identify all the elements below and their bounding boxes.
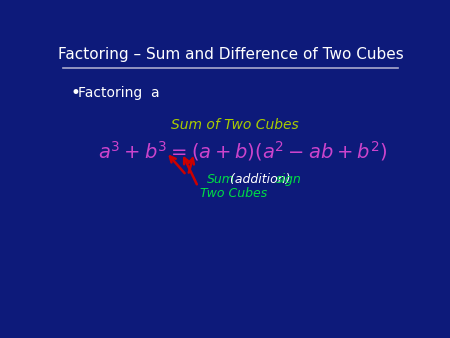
Text: Sum: Sum	[207, 173, 235, 186]
Text: Factoring – Sum and Difference of Two Cubes: Factoring – Sum and Difference of Two Cu…	[58, 47, 404, 62]
Text: $a^3+b^3=(a+b)(a^2-ab+b^2)$: $a^3+b^3=(a+b)(a^2-ab+b^2)$	[98, 139, 387, 163]
Text: sign: sign	[275, 173, 302, 186]
Text: Two Cubes: Two Cubes	[200, 187, 267, 199]
Text: Sum of Two Cubes: Sum of Two Cubes	[171, 118, 298, 132]
Text: Factoring  a: Factoring a	[78, 86, 160, 100]
Text: (addition): (addition)	[226, 173, 294, 186]
Text: •: •	[70, 84, 80, 102]
